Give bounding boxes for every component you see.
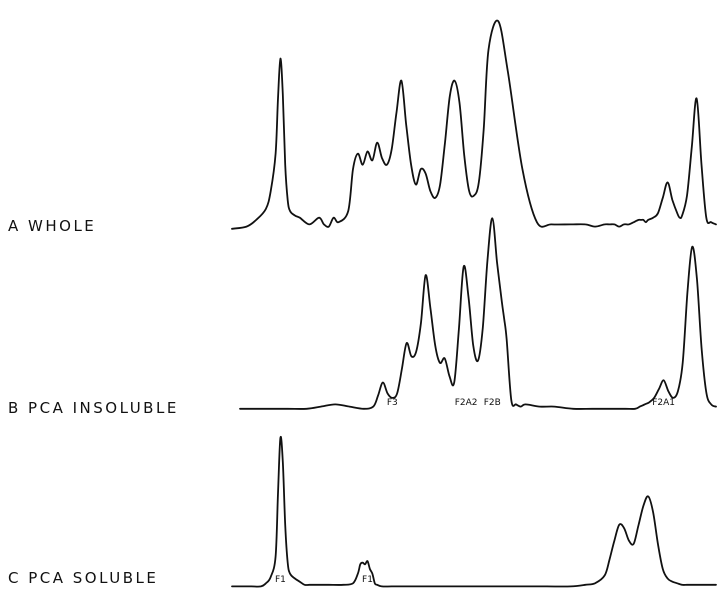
trace-b-pca-insoluble bbox=[239, 217, 717, 410]
peak-label-f1: F1 bbox=[362, 575, 373, 585]
peak-label-f3: F3 bbox=[387, 398, 398, 408]
trace-c-pca-soluble bbox=[231, 435, 717, 588]
trace-a-whole bbox=[231, 19, 717, 230]
panel-a-label: A WHOLE bbox=[8, 217, 97, 235]
peak-label-f2b: F2B bbox=[484, 398, 501, 408]
peak-label-f2a1: F2A1 bbox=[652, 398, 675, 408]
panel-c-label: C PCA SOLUBLE bbox=[8, 569, 159, 587]
peak-label-f1: F1 bbox=[275, 575, 286, 585]
panel-b-label: B PCA INSOLUBLE bbox=[8, 399, 179, 417]
peak-label-f2a2: F2A2 bbox=[455, 398, 478, 408]
